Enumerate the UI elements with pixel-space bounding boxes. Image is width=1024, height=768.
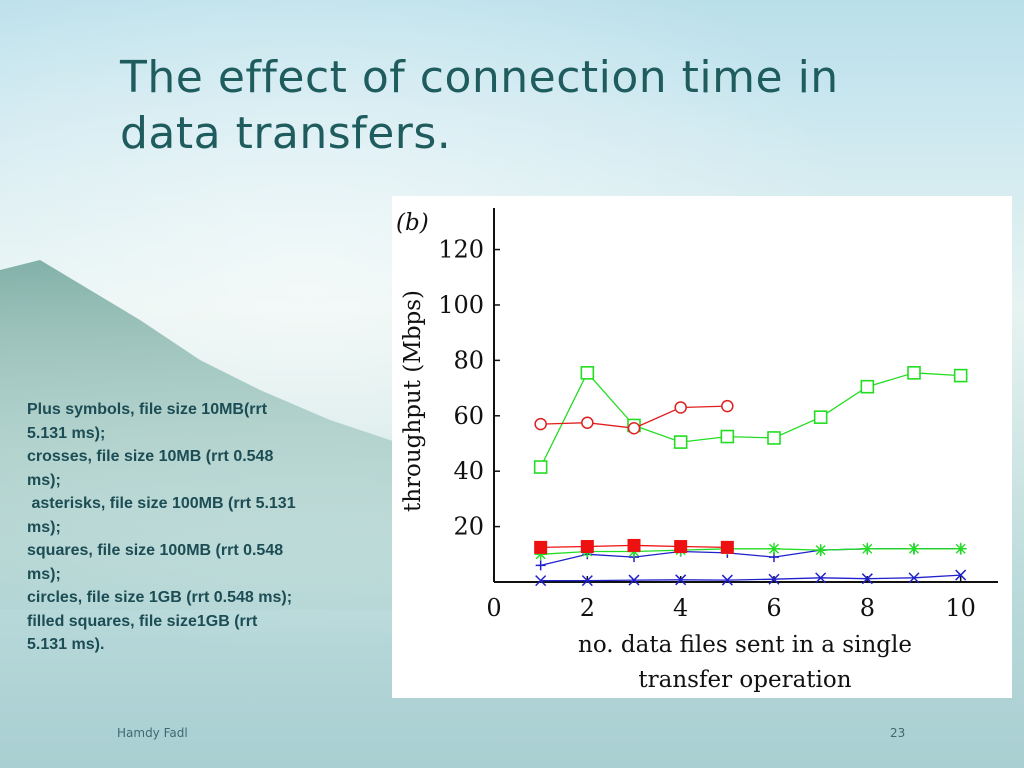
- legend-line: ms);: [27, 471, 61, 489]
- point-asterisk: [534, 548, 547, 561]
- series-square: [533, 366, 968, 474]
- point-filled-square: [720, 540, 734, 554]
- legend-line: circles, file size 1GB (rrt 0.548 ms);: [27, 589, 293, 606]
- point-filled-square: [674, 540, 688, 554]
- point-asterisk: [954, 542, 967, 555]
- point-cross: [861, 573, 873, 585]
- point-plus: [535, 560, 546, 571]
- point-filled-square: [534, 540, 548, 554]
- legend-line: crosses, file size 10MB (rrt 0.548: [27, 448, 274, 465]
- point-asterisk: [861, 542, 874, 555]
- x-tick-label: 10: [945, 594, 976, 622]
- y-tick-label: 40: [453, 457, 484, 485]
- point-asterisk: [908, 542, 920, 555]
- point-asterisk: [814, 544, 827, 557]
- chart-panel: (b) throughput (Mbps) no. data files sen…: [392, 196, 1012, 698]
- point-square: [767, 431, 781, 445]
- legend-line: ms);: [27, 518, 61, 536]
- series-line-asterisk: [540, 548, 961, 555]
- x-tick-label: 8: [860, 594, 875, 622]
- series-plus: [535, 543, 966, 571]
- mountain-silhouette: [0, 260, 420, 610]
- axis-ticks: 0 2 4 6 8 10 20 40 60 80 100 120: [438, 236, 976, 622]
- slide-title-line-1: The effect of connection time in: [120, 52, 839, 103]
- point-circle: [721, 399, 734, 413]
- x-tick-label: 4: [673, 594, 688, 622]
- x-axis-label-line-2: transfer operation: [638, 667, 851, 693]
- slide-title: The effect of connection time in data tr…: [120, 50, 920, 162]
- point-asterisk: [768, 542, 780, 555]
- legend-line: filled squares, file size1GB (rrt: [27, 612, 258, 630]
- legend-line: 5.131 ms);: [27, 424, 106, 442]
- legend-description: Plus symbols, file size 10MB(rrt 5.131 m…: [27, 398, 372, 657]
- page-number: 23: [890, 726, 906, 740]
- legend-line: Plus symbols, file size 10MB(rrt: [27, 401, 268, 418]
- point-cross: [815, 572, 827, 584]
- point-filled-square: [627, 538, 641, 552]
- footer-author: Hamdy Fadl: [117, 726, 188, 740]
- legend-line: squares, file size 100MB (rrt 0.548: [27, 542, 284, 559]
- series-line-square: [540, 371, 961, 468]
- point-square: [907, 366, 921, 380]
- throughput-chart: (b) throughput (Mbps) no. data files sen…: [396, 208, 998, 693]
- panel-label: (b): [396, 210, 429, 236]
- point-cross: [768, 573, 780, 585]
- series-cross: [535, 569, 967, 587]
- point-cross: [535, 575, 547, 587]
- y-tick-label: 20: [453, 513, 484, 541]
- point-square: [953, 368, 968, 383]
- point-square: [813, 410, 828, 424]
- legend-line: asterisks, file size 100MB (rrt 5.131: [27, 495, 296, 512]
- point-square: [860, 379, 875, 394]
- y-tick-label: 100: [438, 291, 484, 319]
- point-cross: [628, 574, 640, 586]
- x-axis-label-line-1: no. data files sent in a single: [578, 632, 912, 658]
- plot-area: [533, 366, 968, 587]
- point-circle: [581, 416, 594, 429]
- series-filled-square: [534, 538, 734, 554]
- point-cross: [675, 574, 687, 586]
- x-tick-label: 0: [486, 594, 501, 622]
- legend-line: ms);: [27, 565, 61, 583]
- point-cross: [721, 574, 733, 586]
- point-square: [720, 429, 735, 444]
- point-cross: [908, 572, 920, 584]
- series-line-cross: [540, 574, 961, 582]
- y-tick-label: 80: [453, 346, 484, 374]
- point-cross: [955, 569, 967, 581]
- y-tick-label: 60: [453, 402, 484, 430]
- point-cross: [581, 575, 593, 587]
- point-circle: [534, 417, 547, 431]
- point-square: [580, 366, 595, 380]
- point-square: [673, 435, 688, 449]
- point-circle: [674, 401, 687, 414]
- point-circle: [627, 421, 641, 435]
- series-asterisk: [534, 542, 967, 561]
- y-axis-label: throughput (Mbps): [400, 290, 426, 512]
- point-square: [533, 460, 548, 474]
- y-tick-label: 120: [438, 236, 484, 264]
- x-tick-label: 2: [580, 594, 595, 622]
- point-filled-square: [580, 540, 594, 554]
- slide-title-line-2: data transfers.: [120, 108, 452, 159]
- x-tick-label: 6: [766, 594, 781, 622]
- legend-line: 5.131 ms).: [27, 636, 105, 653]
- series-circle: [534, 399, 734, 435]
